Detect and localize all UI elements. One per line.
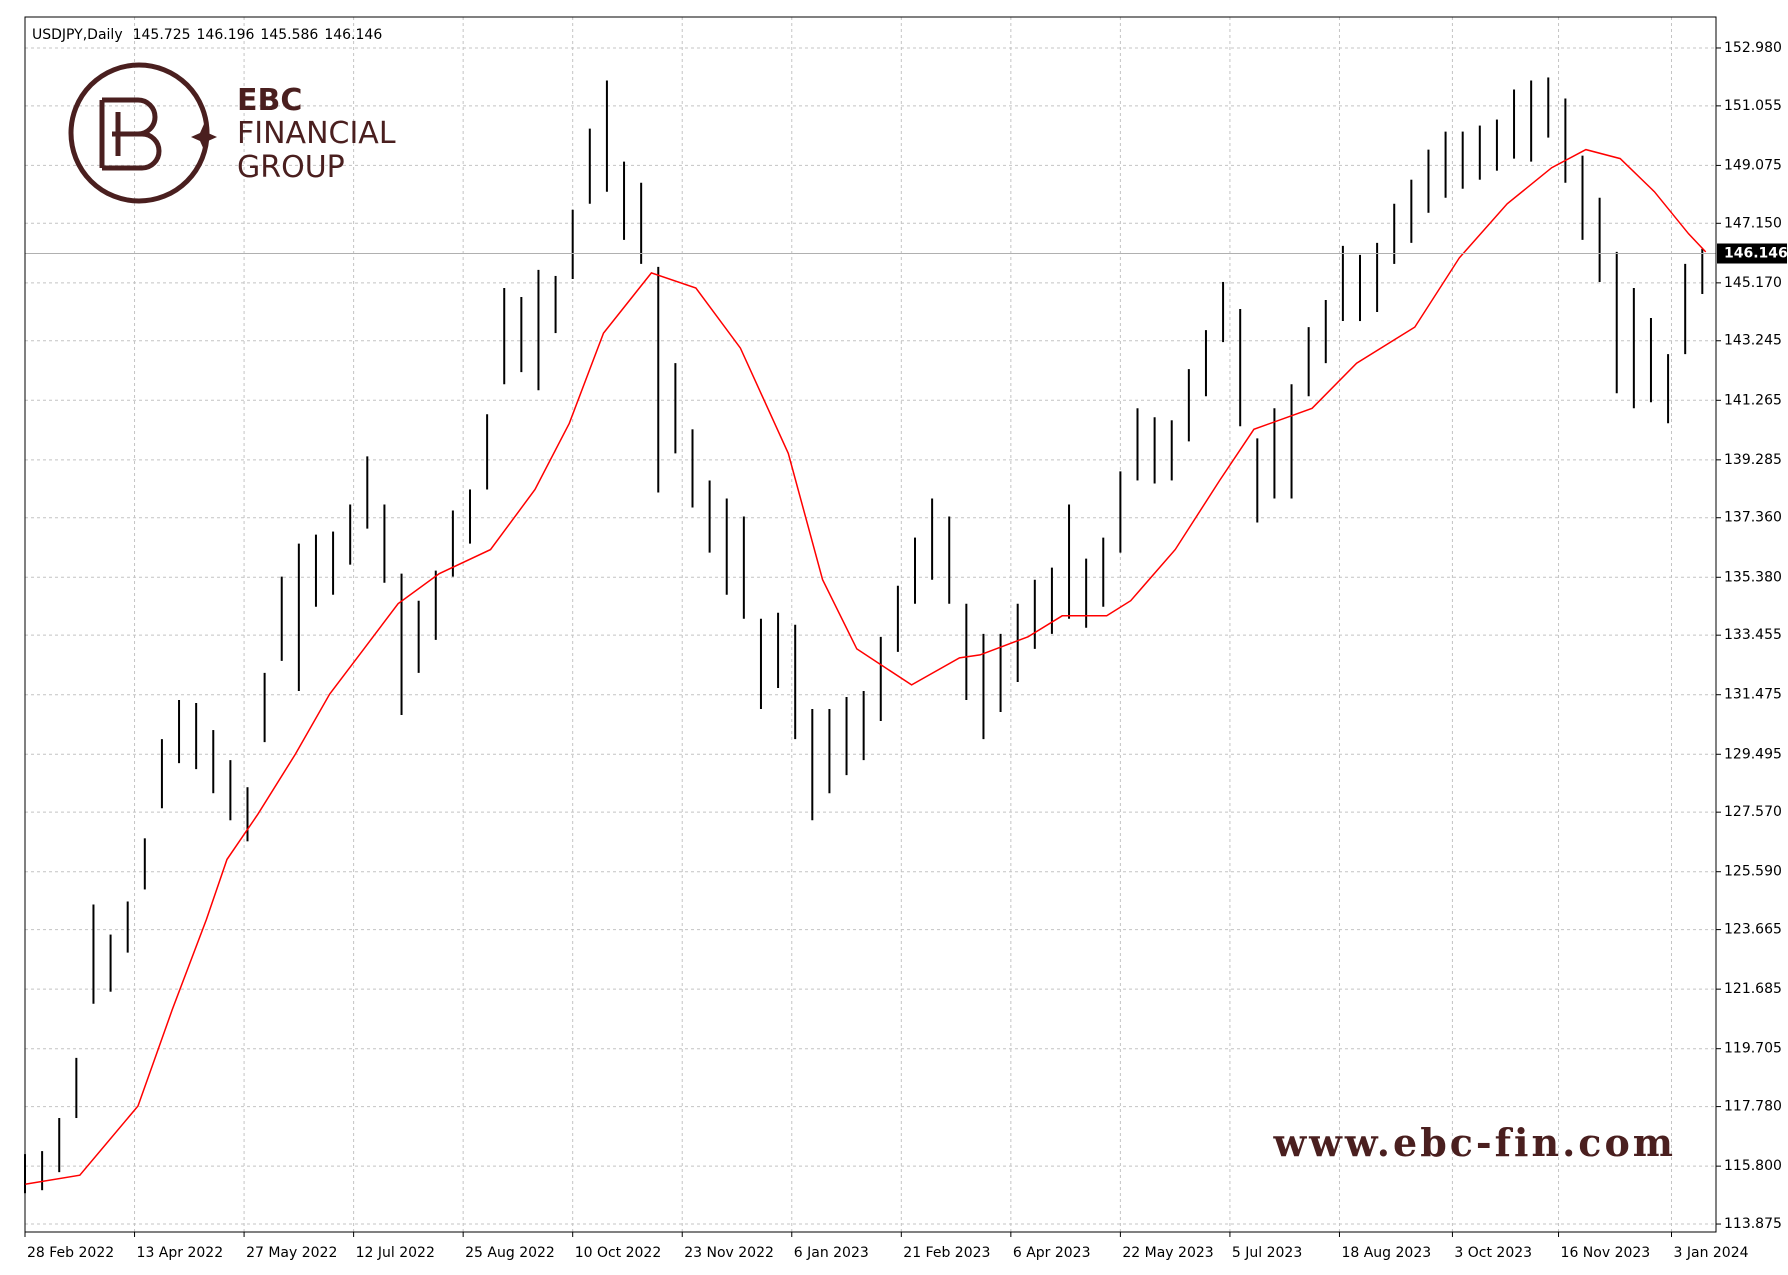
moving-average	[24, 148, 1707, 1185]
y-tick-label: 149.075	[1724, 157, 1782, 173]
x-tick-label: 5 Jul 2023	[1232, 1245, 1302, 1261]
y-tick-label: 117.780	[1724, 1099, 1782, 1115]
x-tick-label: 10 Oct 2022	[575, 1245, 662, 1261]
x-tick-label: 6 Jan 2023	[794, 1245, 869, 1261]
logo-letter	[99, 97, 162, 171]
y-tick-label: 143.245	[1724, 333, 1782, 349]
y-tick-label: 125.590	[1724, 864, 1782, 880]
x-tick-label: 3 Jan 2024	[1674, 1245, 1749, 1261]
y-tick-label: 139.285	[1724, 452, 1782, 468]
y-tick-label: 121.685	[1724, 981, 1782, 997]
chart-header: USDJPY,Daily 145.725 146.196 145.586 146.146	[32, 27, 382, 43]
x-tick-label: 23 Nov 2022	[684, 1245, 774, 1261]
y-tick-label: 152.980	[1724, 40, 1782, 56]
logo	[68, 62, 217, 204]
logo-star	[191, 124, 217, 150]
x-tick-label: 6 Apr 2023	[1013, 1245, 1091, 1261]
mark-layer	[24, 77, 1716, 1194]
y-tick-label: 137.360	[1724, 510, 1782, 526]
y-tick-label: 147.150	[1724, 215, 1782, 231]
x-tick-label: 22 May 2023	[1122, 1245, 1213, 1261]
plot-frame	[24, 16, 1717, 1233]
header-low: 145.586	[260, 27, 318, 43]
grid-layer	[24, 17, 1716, 1232]
website-url: www.ebc-fin.com	[1272, 1120, 1676, 1165]
x-tick-label: 12 Jul 2022	[356, 1245, 435, 1261]
y-tick-label: 135.380	[1724, 569, 1782, 585]
y-tick-label: 151.055	[1724, 98, 1782, 114]
y-tick-label: 119.705	[1724, 1041, 1782, 1057]
y-tick-label: 115.800	[1724, 1158, 1782, 1174]
brand-line: FINANCIAL	[237, 116, 396, 151]
header-open: 145.725	[133, 27, 191, 43]
x-tick-label: 3 Oct 2023	[1454, 1245, 1532, 1261]
y-tick-label: 129.495	[1724, 746, 1782, 762]
y-tick-label: 133.455	[1724, 627, 1782, 643]
x-tick-label: 13 Apr 2022	[137, 1245, 224, 1261]
x-tick-label: 25 Aug 2022	[465, 1245, 555, 1261]
symbol: USDJPY,Daily	[32, 27, 123, 43]
x-tick-label: 27 May 2022	[246, 1245, 337, 1261]
brand-line: GROUP	[237, 150, 345, 185]
brand-name: EBC	[237, 83, 302, 118]
last-price-label: 146.146	[1724, 246, 1788, 262]
last-price-box	[1717, 243, 1787, 264]
header-close: 146.146	[324, 27, 382, 43]
y-tick-label: 127.570	[1724, 804, 1782, 820]
x-tick-label: 18 Aug 2023	[1341, 1245, 1431, 1261]
x-tick-label: 21 Feb 2023	[903, 1245, 990, 1261]
y-tick-label: 145.170	[1724, 275, 1782, 291]
x-tick-label: 16 Nov 2023	[1561, 1245, 1651, 1261]
x-tick-label: 28 Feb 2022	[27, 1245, 114, 1261]
header-high: 146.196	[197, 27, 255, 43]
y-tick-label: 113.875	[1724, 1216, 1782, 1232]
y-tick-label: 141.265	[1724, 392, 1782, 408]
y-tick-label: 123.665	[1724, 922, 1782, 938]
y-tick-label: 131.475	[1724, 687, 1782, 703]
